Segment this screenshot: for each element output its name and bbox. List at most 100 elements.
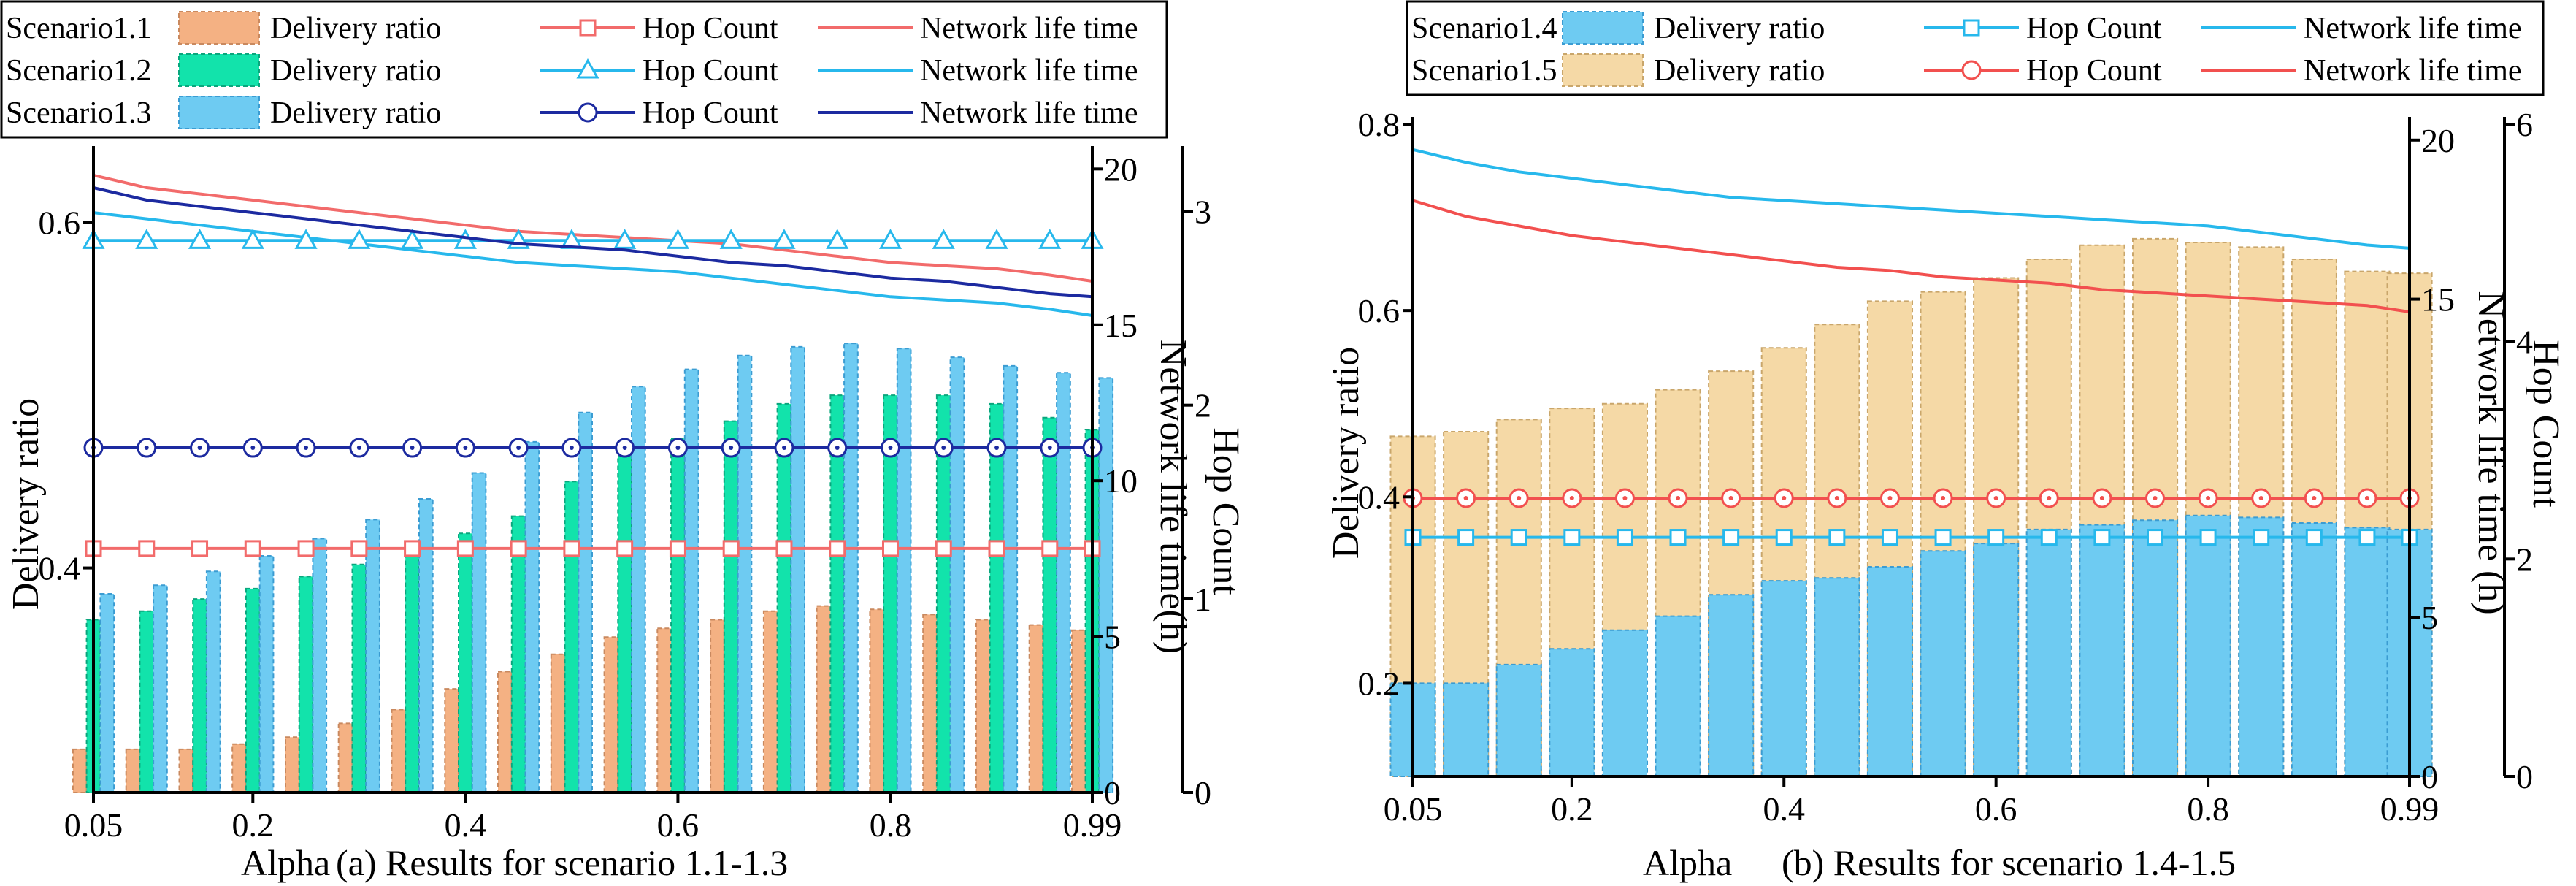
- legend-bar-swatch: [1562, 11, 1644, 45]
- x-tick-label: 0.99: [1063, 806, 1122, 844]
- panel-a-axes: 0.05 0.2 0.4 0.6 0.8 0.99 0.4 0.6 0 5 10 15 20 0 1 2 3: [39, 146, 1211, 844]
- bar-scenario1-4: [1601, 629, 1648, 778]
- life-tick-label: 5: [1104, 619, 1121, 656]
- hop-tick-label: 1: [1195, 581, 1211, 618]
- x-tick-label: 0.4: [1763, 790, 1805, 828]
- hop-marker-dot: [1728, 495, 1733, 500]
- bar-scenario1-2: [1042, 416, 1058, 793]
- life-tick-label: 10: [1104, 462, 1138, 500]
- bar-scenario1-4: [1973, 543, 2020, 777]
- hop-marker-square: [1669, 529, 1687, 546]
- hop-marker-square: [1934, 529, 1952, 546]
- hop-marker-dot: [2364, 495, 2369, 500]
- legend-scenario-label: Scenario1.5: [1411, 54, 1557, 88]
- bar-scenario1-4: [2185, 514, 2231, 777]
- life-line-scenario1-5: [1412, 199, 2410, 313]
- bar-scenario1-2: [510, 515, 526, 793]
- bar-scenario1-3: [312, 538, 328, 794]
- hop-tick-label: 4: [2516, 324, 2533, 361]
- bar-scenario1-2: [139, 610, 155, 794]
- panel-a: 0.05 0.2 0.4 0.6 0.8 0.99 0.4 0.6 0 5 10 15 20 0 1 2 3 D…: [0, 0, 1246, 883]
- hop-marker-dot: [2153, 495, 2158, 500]
- hop-marker-dot: [888, 446, 893, 451]
- bar-scenario1-3: [843, 343, 859, 794]
- hop-marker-triangle: [401, 229, 424, 249]
- legend-hop-label: Hop Count: [643, 96, 778, 130]
- hop-tick-label: 2: [1195, 387, 1211, 424]
- hop-marker-square: [244, 540, 261, 557]
- bar-scenario1-1: [656, 627, 672, 793]
- bar-scenario1-3: [578, 411, 593, 793]
- hop-marker-dot: [304, 446, 309, 451]
- hop-marker-triangle: [666, 229, 689, 249]
- life-line-scenario1-1: [93, 173, 1093, 283]
- hop-marker-dot: [941, 446, 946, 451]
- life-tick-label: 5: [2421, 599, 2438, 636]
- bar-scenario1-2: [298, 576, 314, 794]
- bar-scenario1-1: [1028, 624, 1044, 793]
- x-tick-label: 0.05: [64, 806, 123, 844]
- bar-scenario1-3: [1056, 372, 1071, 793]
- hop-marker-square: [2040, 529, 2058, 546]
- hop-marker-square: [1775, 529, 1793, 546]
- bar-scenario1-1: [1070, 629, 1086, 794]
- hop-tick-label: 0: [1195, 774, 1211, 811]
- legend-hop-marker: [1961, 60, 1982, 80]
- legend-hop-label: Hop Count: [2026, 54, 2162, 88]
- legend-life-label: Network life time: [920, 96, 1138, 130]
- x-tick-label: 0.8: [870, 806, 912, 844]
- bar-scenario1-4: [1443, 682, 1490, 778]
- bar-scenario1-3: [737, 354, 753, 793]
- bar-scenario1-3: [418, 498, 434, 793]
- hop-marker-dot: [2047, 495, 2052, 500]
- hop-marker-dot: [1782, 495, 1787, 500]
- panel-b-hop-axis-title: Hop Count: [2525, 340, 2567, 508]
- x-tick-label: 0.2: [232, 806, 275, 844]
- bar-scenario1-1: [497, 671, 513, 793]
- bar-scenario1-4: [1549, 648, 1595, 778]
- hop-tick-label: 0: [2516, 758, 2533, 795]
- panel-a-xlabel: Alpha: [241, 842, 330, 883]
- legend-hop-label: Hop Count: [2026, 12, 2162, 45]
- hop-marker-square: [881, 540, 899, 557]
- bar-scenario1-1: [178, 748, 194, 794]
- delivery-tick-label: 0.6: [39, 205, 81, 242]
- hop-marker-dot: [1834, 495, 1839, 500]
- hop-marker-square: [616, 540, 634, 557]
- hop-marker-square: [350, 540, 368, 557]
- hop-marker-square: [1616, 529, 1633, 546]
- legend-scenario-label: Scenario1.3: [6, 96, 151, 130]
- bar-scenario1-4: [2132, 519, 2179, 777]
- legend-hop-marker: [1963, 19, 1980, 37]
- life-line-scenario1-4: [1412, 148, 2410, 250]
- hop-marker-triangle: [241, 229, 264, 249]
- hop-marker-dot: [1993, 495, 1998, 500]
- hop-marker-square: [1510, 529, 1527, 546]
- hop-marker-square: [1457, 529, 1475, 546]
- hop-marker-square: [1041, 540, 1059, 557]
- legend-life-label: Network life time: [2304, 12, 2522, 45]
- hop-marker-triangle: [613, 229, 637, 249]
- hop-marker-square: [988, 540, 1005, 557]
- panel-b-caption: (b) Results for scenario 1.4-1.5: [1782, 842, 2236, 883]
- hop-marker-square: [563, 540, 580, 557]
- legend-scenario-label: Scenario1.2: [6, 54, 151, 88]
- legend-hop-marker: [578, 102, 598, 123]
- hop-marker-square: [2093, 529, 2111, 546]
- bar-scenario1-1: [975, 619, 991, 793]
- hop-marker-dot: [2099, 495, 2104, 500]
- bar-scenario1-1: [710, 619, 725, 793]
- bar-scenario1-4: [1655, 615, 1701, 777]
- hop-marker-dot: [410, 446, 415, 451]
- bar-scenario1-3: [683, 368, 699, 794]
- legend-life-label: Network life time: [920, 54, 1138, 88]
- panel-a-caption: (a) Results for scenario 1.1-1.3: [336, 842, 788, 883]
- x-tick-label: 0.99: [2380, 790, 2439, 828]
- hop-marker-dot: [197, 446, 202, 451]
- bar-scenario1-1: [762, 610, 778, 794]
- bar-scenario1-1: [444, 688, 459, 793]
- bar-scenario1-2: [989, 402, 1005, 793]
- hop-marker-triangle: [985, 229, 1008, 249]
- legend-hop-label: Hop Count: [643, 54, 778, 88]
